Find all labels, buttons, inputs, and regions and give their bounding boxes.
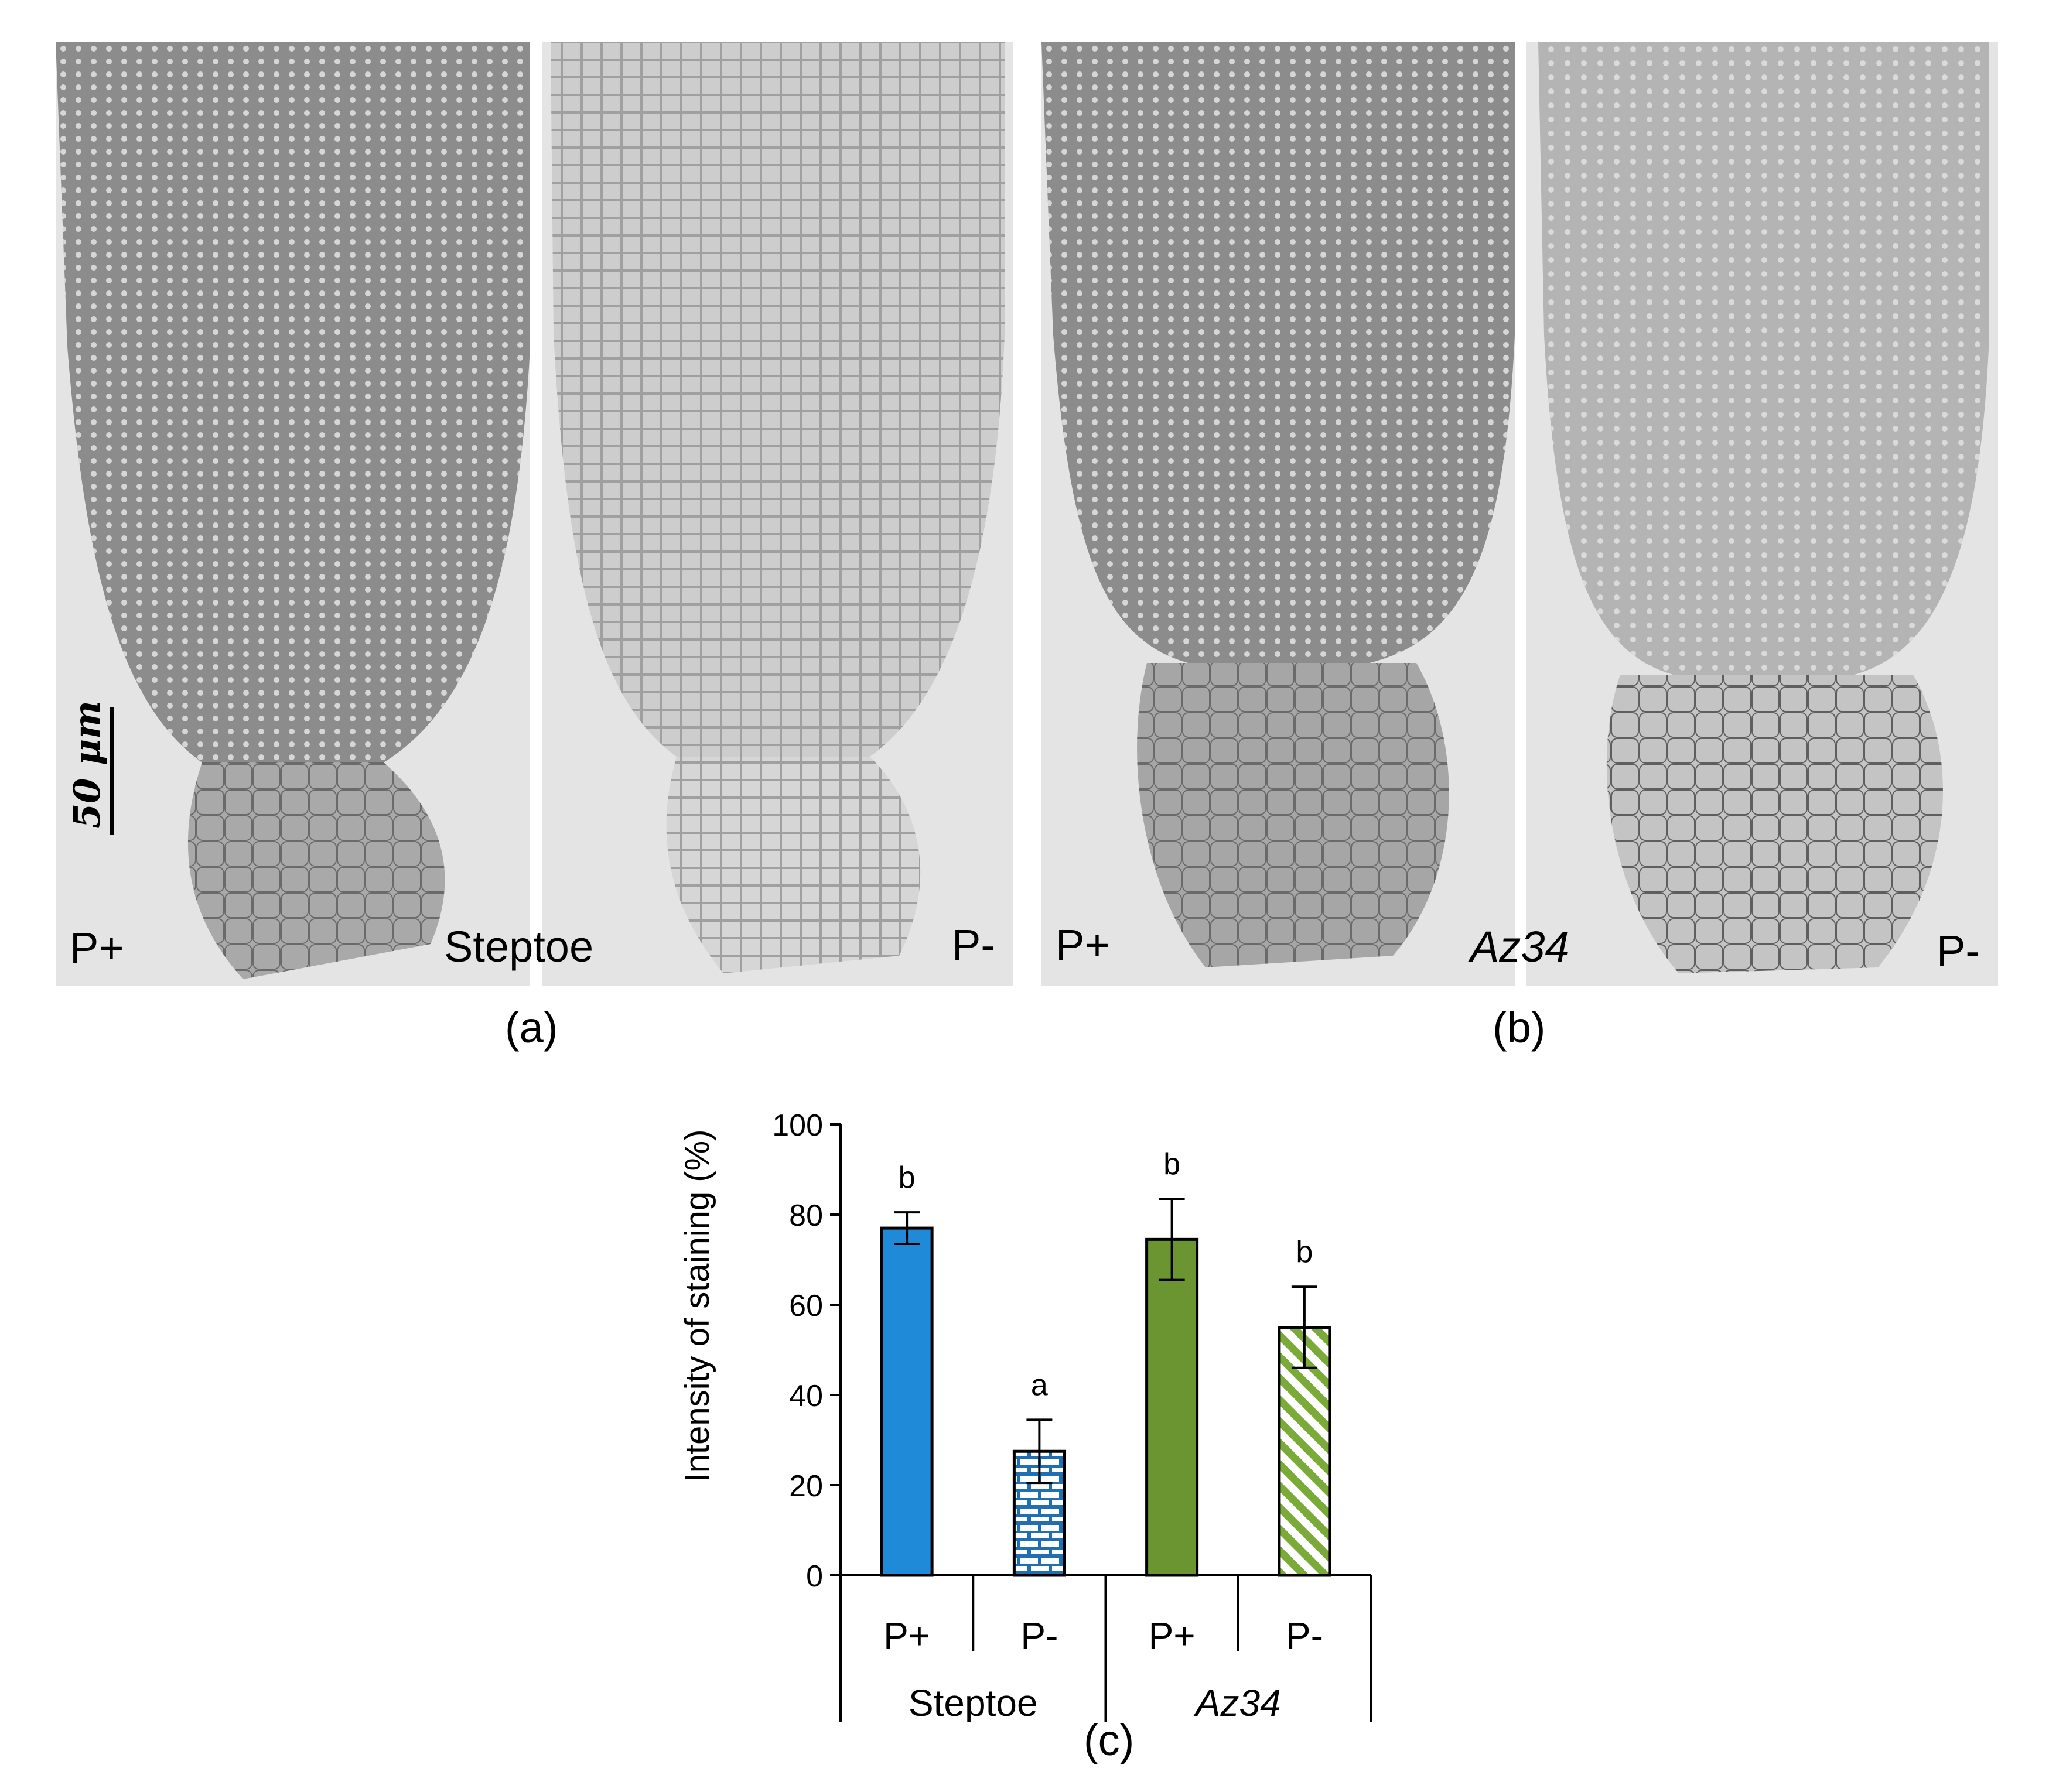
error-bars: [894, 1198, 1317, 1485]
bar-2: [1145, 1237, 1199, 1577]
y-tick-label: 0: [806, 1560, 823, 1593]
y-tick-label: 60: [789, 1289, 823, 1323]
genotype-label-az34: Az34: [1470, 922, 1569, 971]
significance-letter-1: a: [1031, 1368, 1048, 1402]
panel-label-p-plus: P+: [70, 924, 124, 972]
group-labels: Steptoe Az34: [909, 1682, 1281, 1722]
x-axis-dividers: [839, 1575, 1372, 1722]
x-category-labels: P+ P- P+ P-: [883, 1615, 1323, 1657]
panel-label-p-minus: P-: [1937, 926, 1980, 975]
error-bar-3: [1291, 1285, 1317, 1369]
caption-b: (b): [1493, 1003, 1546, 1052]
group-label-0: Steptoe: [909, 1682, 1038, 1722]
significance-letter-0: b: [899, 1161, 916, 1195]
genotype-label-steptoe: Steptoe: [444, 922, 594, 971]
scale-bar: [110, 707, 114, 835]
error-bar-1: [1026, 1418, 1053, 1485]
x-category-label-3: P-: [1286, 1615, 1323, 1657]
scale-bar-label: 50 μm: [66, 700, 108, 829]
x-category-label-1: P-: [1020, 1615, 1058, 1657]
error-bar-2: [1159, 1198, 1185, 1281]
group-label-1: Az34: [1193, 1682, 1281, 1722]
error-bar-0: [894, 1211, 920, 1246]
y-tick-label: 80: [789, 1199, 823, 1233]
panel-label-p-plus: P+: [1056, 921, 1110, 969]
micrograph-az34-p-plus: P+: [1041, 42, 1515, 986]
significance-letter-3: b: [1296, 1235, 1313, 1269]
micrograph-steptoe-p-plus: P+: [56, 42, 530, 986]
y-tick-label: 100: [772, 1109, 823, 1143]
bar-0: [880, 1226, 934, 1577]
x-category-label-2: P+: [1149, 1615, 1196, 1657]
significance-letters: b a b b: [899, 1147, 1313, 1402]
significance-letter-2: b: [1163, 1147, 1180, 1181]
y-tick-label: 20: [789, 1469, 823, 1503]
y-axis-ticks: 0 20 40 60 80 100: [772, 1109, 841, 1593]
y-axis-label: Intensity of staining (%): [678, 1130, 716, 1483]
panel-label-p-minus: P-: [952, 921, 995, 969]
caption-c: (c): [1084, 1716, 1135, 1764]
y-tick-label: 40: [789, 1379, 823, 1413]
x-category-label-0: P+: [883, 1615, 930, 1657]
bars: [880, 1226, 1331, 1577]
bar-chart: Intensity of staining (%) 0 20 40 60 80 100 b…: [678, 1109, 1372, 1722]
caption-a: (a): [505, 1003, 558, 1052]
micrograph-steptoe-p-minus: P-: [542, 42, 1013, 986]
micrograph-az34-p-minus: P-: [1526, 42, 1998, 986]
